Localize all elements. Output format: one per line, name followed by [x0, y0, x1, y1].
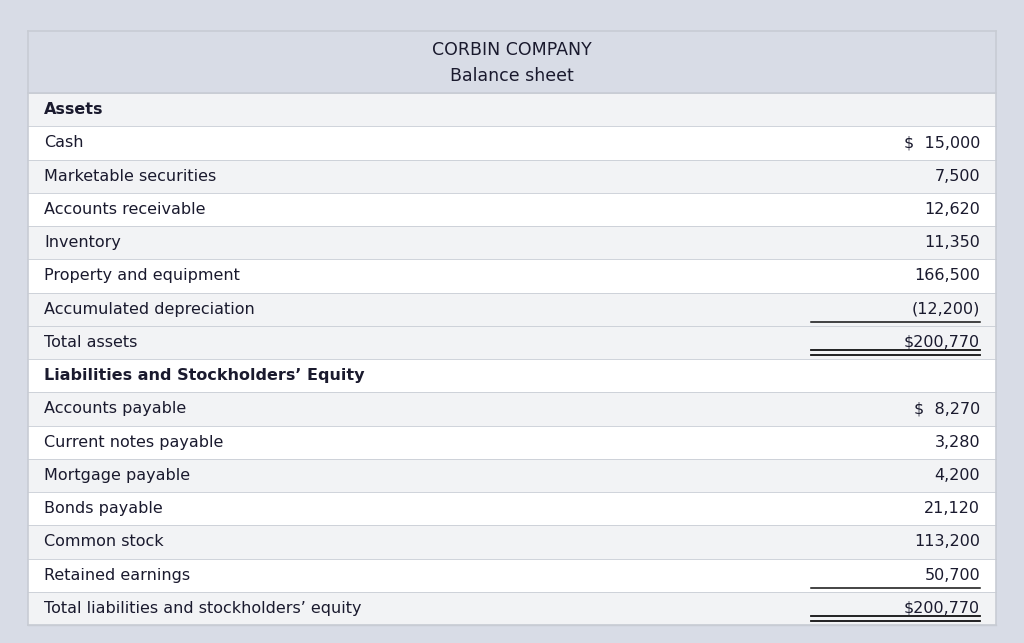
- FancyBboxPatch shape: [28, 31, 996, 93]
- Text: 166,500: 166,500: [914, 268, 980, 284]
- FancyBboxPatch shape: [28, 193, 996, 226]
- Text: (12,200): (12,200): [911, 302, 980, 316]
- FancyBboxPatch shape: [28, 426, 996, 458]
- Text: Liabilities and Stockholders’ Equity: Liabilities and Stockholders’ Equity: [44, 368, 365, 383]
- Text: 113,200: 113,200: [914, 534, 980, 549]
- FancyBboxPatch shape: [28, 31, 996, 625]
- FancyBboxPatch shape: [28, 525, 996, 559]
- Text: $200,770: $200,770: [904, 335, 980, 350]
- Text: Accounts payable: Accounts payable: [44, 401, 186, 417]
- Text: Current notes payable: Current notes payable: [44, 435, 223, 449]
- Text: Bonds payable: Bonds payable: [44, 501, 163, 516]
- FancyBboxPatch shape: [28, 492, 996, 525]
- FancyBboxPatch shape: [28, 226, 996, 259]
- Text: Marketable securities: Marketable securities: [44, 168, 216, 184]
- Text: $200,770: $200,770: [904, 601, 980, 616]
- Text: Accumulated depreciation: Accumulated depreciation: [44, 302, 255, 316]
- Text: Balance sheet: Balance sheet: [451, 67, 573, 85]
- Text: Cash: Cash: [44, 136, 84, 150]
- Text: Common stock: Common stock: [44, 534, 164, 549]
- FancyBboxPatch shape: [28, 326, 996, 359]
- FancyBboxPatch shape: [28, 159, 996, 193]
- Text: 7,500: 7,500: [934, 168, 980, 184]
- Text: $  15,000: $ 15,000: [903, 136, 980, 150]
- Text: 12,620: 12,620: [924, 202, 980, 217]
- Text: 3,280: 3,280: [934, 435, 980, 449]
- Text: 11,350: 11,350: [924, 235, 980, 250]
- Text: Accounts receivable: Accounts receivable: [44, 202, 206, 217]
- FancyBboxPatch shape: [28, 259, 996, 293]
- FancyBboxPatch shape: [28, 359, 996, 392]
- Text: 21,120: 21,120: [924, 501, 980, 516]
- FancyBboxPatch shape: [28, 458, 996, 492]
- Text: $  8,270: $ 8,270: [913, 401, 980, 417]
- FancyBboxPatch shape: [28, 392, 996, 426]
- FancyBboxPatch shape: [28, 126, 996, 159]
- Text: Inventory: Inventory: [44, 235, 121, 250]
- Text: 4,200: 4,200: [934, 468, 980, 483]
- Text: 50,700: 50,700: [925, 568, 980, 583]
- FancyBboxPatch shape: [28, 93, 996, 126]
- Text: Assets: Assets: [44, 102, 103, 117]
- Text: CORBIN COMPANY: CORBIN COMPANY: [432, 41, 592, 59]
- Text: Retained earnings: Retained earnings: [44, 568, 190, 583]
- FancyBboxPatch shape: [28, 559, 996, 592]
- Text: Total assets: Total assets: [44, 335, 137, 350]
- Text: Property and equipment: Property and equipment: [44, 268, 240, 284]
- FancyBboxPatch shape: [28, 592, 996, 625]
- Text: Mortgage payable: Mortgage payable: [44, 468, 190, 483]
- Text: Total liabilities and stockholders’ equity: Total liabilities and stockholders’ equi…: [44, 601, 361, 616]
- FancyBboxPatch shape: [28, 293, 996, 326]
